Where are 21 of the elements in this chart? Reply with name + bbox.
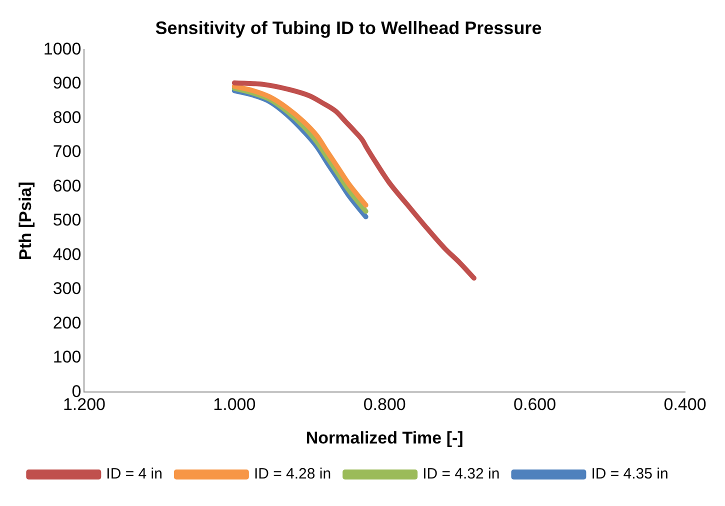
y-tick-label: 900 [52, 74, 82, 93]
y-tick-label: 300 [52, 279, 82, 298]
x-axis-title: Normalized Time [-] [306, 428, 464, 448]
y-tick-label: 200 [52, 313, 82, 332]
y-tick-label: 400 [52, 244, 82, 264]
legend-label: ID = 4 in [106, 466, 162, 483]
y-tick-label: 700 [52, 142, 82, 162]
y-axis-title: Pth [Psia] [16, 182, 35, 260]
y-tick-label: 100 [52, 348, 82, 367]
legend-label: ID = 4.28 in [254, 466, 332, 483]
x-tick-label: 0.800 [363, 395, 406, 414]
x-tick-label: 0.400 [664, 395, 706, 414]
x-tick-label: 1.000 [213, 395, 256, 414]
y-tick-label: 500 [52, 210, 82, 230]
y-tick-label: 600 [52, 176, 82, 196]
legend-label: ID = 4.35 in [591, 466, 668, 483]
legend-label: ID = 4.32 in [422, 466, 500, 483]
y-tick-label: 800 [52, 108, 82, 127]
y-tick-label: 1000 [43, 39, 82, 58]
x-tick-label: 0.600 [514, 395, 556, 414]
chart-title: Sensitivity of Tubing ID to Wellhead Pressure [155, 18, 542, 38]
